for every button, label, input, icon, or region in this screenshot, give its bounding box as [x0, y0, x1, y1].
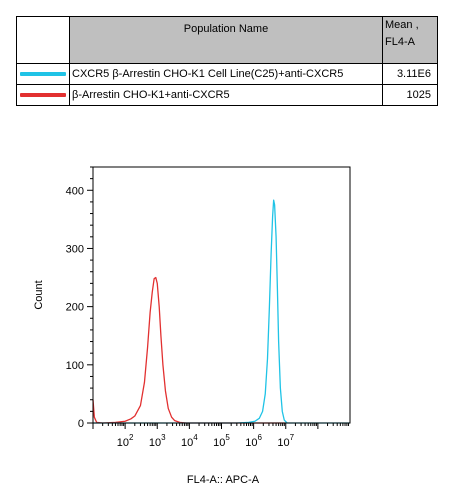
legend-row: β-Arrestin CHO-K1+anti-CXCR5 1025 — [16, 84, 438, 106]
legend-row-name: β-Arrestin CHO-K1+anti-CXCR5 — [69, 84, 383, 106]
legend-swatch-cell — [16, 84, 70, 106]
legend-row-name: CXCR5 β-Arrestin CHO-K1 Cell Line(C25)+a… — [69, 63, 383, 85]
x-axis-label: FL4-A:: APC-A — [187, 474, 260, 486]
legend-row-mean: 1025 — [382, 84, 438, 106]
mean-header: Mean , FL4-A — [382, 16, 438, 64]
legend-row: CXCR5 β-Arrestin CHO-K1 Cell Line(C25)+a… — [16, 63, 438, 85]
x-tick-label: 104 — [181, 433, 198, 449]
y-tick-label: 400 — [66, 185, 84, 197]
x-tick-label: 103 — [149, 433, 166, 449]
y-tick-label: 200 — [66, 302, 84, 314]
x-tick-label: 105 — [213, 433, 230, 449]
legend-table: Population Name Mean , FL4-A CXCR5 β-Arr… — [16, 16, 438, 106]
legend-header-row: Population Name Mean , FL4-A — [16, 16, 438, 64]
x-tick-label: 106 — [245, 433, 262, 449]
legend-header-blank — [16, 16, 70, 64]
legend-swatch-cyan — [20, 72, 66, 76]
y-tick-label: 0 — [78, 418, 84, 430]
series-line-red — [92, 276, 286, 424]
x-tick-label: 107 — [277, 433, 294, 449]
y-tick-label: 100 — [66, 360, 84, 372]
mean-header-line1: Mean , — [385, 19, 419, 31]
mean-header-line2: FL4-A — [385, 36, 415, 48]
y-axis-label: Count — [33, 280, 45, 309]
series-line-cyan — [93, 199, 350, 424]
population-name-header: Population Name — [69, 16, 383, 64]
plot-frame — [92, 166, 351, 424]
legend-swatch-red — [20, 93, 66, 97]
x-tick-label: 102 — [117, 433, 134, 449]
y-tick-label: 300 — [66, 243, 84, 255]
